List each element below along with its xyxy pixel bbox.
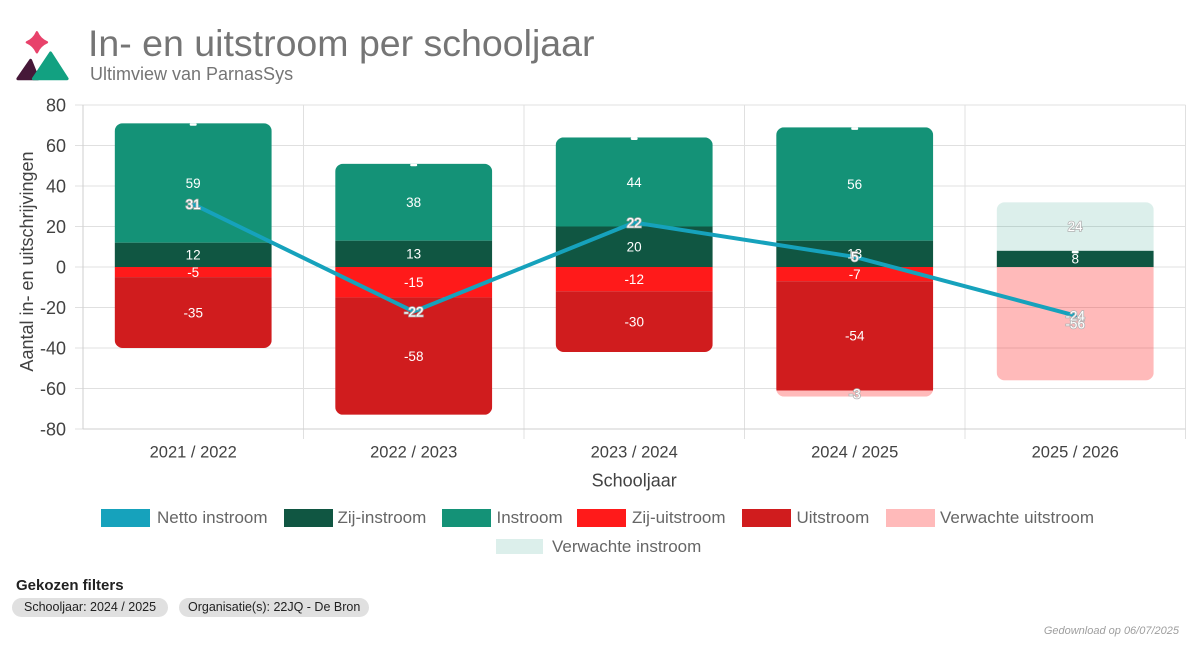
svg-text:59: 59 [186, 176, 201, 191]
svg-text:38: 38 [406, 195, 421, 210]
svg-text:Schooljaar: Schooljaar [592, 471, 677, 491]
svg-text:40: 40 [46, 177, 66, 197]
svg-text:20: 20 [627, 240, 642, 255]
svg-text:2021 / 2022: 2021 / 2022 [150, 443, 237, 461]
svg-text:-20: -20 [40, 298, 66, 318]
svg-text:-54: -54 [845, 329, 865, 344]
svg-text:80: 80 [46, 96, 66, 116]
svg-text:-5: -5 [187, 265, 199, 280]
svg-text:-80: -80 [40, 420, 66, 440]
svg-text:-30: -30 [624, 315, 644, 330]
svg-text:-40: -40 [40, 339, 66, 359]
svg-text:13: 13 [406, 247, 421, 262]
svg-text:5: 5 [851, 250, 859, 265]
svg-text:-24: -24 [1065, 308, 1085, 323]
svg-text:2023 / 2024: 2023 / 2024 [591, 443, 678, 461]
svg-text:22: 22 [627, 215, 642, 230]
svg-text:20: 20 [46, 217, 66, 237]
svg-text:2025 / 2026: 2025 / 2026 [1032, 443, 1119, 461]
svg-text:2022 / 2023: 2022 / 2023 [370, 443, 457, 461]
svg-text:-60: -60 [40, 379, 66, 399]
svg-text:44: 44 [627, 175, 643, 190]
svg-text:-15: -15 [404, 275, 424, 290]
svg-text:12: 12 [186, 248, 201, 263]
svg-text:31: 31 [186, 197, 201, 212]
svg-text:56: 56 [847, 177, 862, 192]
svg-text:-12: -12 [624, 272, 644, 287]
svg-text:24: 24 [1068, 219, 1084, 234]
svg-text:Aantal in- en uitschrijvingen: Aantal in- en uitschrijvingen [17, 151, 37, 371]
svg-text:-7: -7 [849, 267, 861, 282]
svg-text:-35: -35 [183, 305, 203, 320]
svg-text:13: 13 [847, 247, 862, 262]
svg-text:-22: -22 [404, 304, 424, 319]
svg-text:-58: -58 [404, 349, 424, 364]
svg-text:-3: -3 [849, 386, 861, 401]
svg-text:8: 8 [1071, 252, 1079, 267]
svg-text:-56: -56 [1065, 317, 1085, 332]
svg-text:0: 0 [56, 258, 66, 278]
svg-text:2024 / 2025: 2024 / 2025 [811, 443, 898, 461]
svg-text:60: 60 [46, 136, 66, 156]
